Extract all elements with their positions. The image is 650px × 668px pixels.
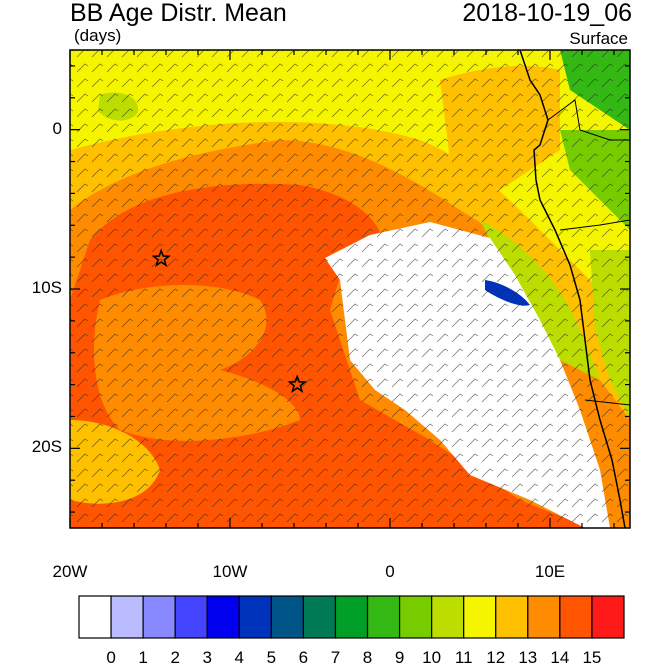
lon-label: 10W <box>212 562 248 581</box>
colorbar-label: 12 <box>486 648 506 667</box>
colorbar-swatch <box>238 595 272 639</box>
level-label: Surface <box>567 29 630 48</box>
colorbar-label: 4 <box>234 648 245 667</box>
colorbar-swatch <box>110 595 144 639</box>
colorbar-swatch <box>398 595 433 639</box>
star-marker <box>287 374 307 393</box>
datetime-label: 2018-10-19_06 <box>462 0 632 27</box>
colorbar-swatch <box>142 595 176 639</box>
colorbar-label: 8 <box>362 648 373 667</box>
colorbar-swatch <box>334 595 369 639</box>
map-field <box>70 50 630 528</box>
lat-label: 10S <box>31 278 62 297</box>
lon-label: 0 <box>385 562 395 581</box>
markers <box>151 248 307 393</box>
colorbar-label: 9 <box>394 648 405 667</box>
colorbar-label: 10 <box>422 648 442 667</box>
coastline <box>519 50 626 528</box>
border-line <box>547 99 630 406</box>
units-label: (days) <box>74 26 122 45</box>
colorbar-swatch <box>495 595 529 639</box>
lat-label: 20S <box>31 437 62 457</box>
colorbar-label: 0 <box>106 648 116 667</box>
colorbar-swatch <box>527 595 561 639</box>
axis-ticks <box>69 50 630 528</box>
colorbar-swatch <box>463 595 497 639</box>
colorbar-swatch <box>174 595 208 639</box>
colorbar-label: 11 <box>454 648 473 667</box>
colorbar-swatch <box>302 595 337 639</box>
colorbar-swatch <box>270 595 305 639</box>
colorbar-label: 2 <box>170 648 180 667</box>
colorbar-swatch <box>206 595 240 639</box>
star-marker <box>151 248 171 268</box>
colorbar-swatch <box>591 595 625 639</box>
colorbar-swatch <box>431 595 465 639</box>
colorbar-label: 15 <box>582 648 602 667</box>
colorbar-label: 6 <box>298 648 309 667</box>
colorbar-label: 14 <box>550 648 570 667</box>
colorbar-label: 3 <box>202 648 212 667</box>
colorbar-swatch <box>366 595 401 639</box>
colorbar-label: 1 <box>138 648 148 667</box>
lon-label: 20W <box>52 562 88 581</box>
colorbar <box>78 595 625 639</box>
colorbar-swatch <box>559 595 593 639</box>
lon-label: 10E <box>534 562 566 581</box>
lat-label: 0 <box>52 118 62 138</box>
plot-title: BB Age Distr. Mean <box>70 0 287 27</box>
colorbar-label: 5 <box>266 648 277 667</box>
colorbar-label: 7 <box>330 648 341 667</box>
colorbar-label: 13 <box>518 648 538 667</box>
colorbar-swatch <box>78 595 112 639</box>
